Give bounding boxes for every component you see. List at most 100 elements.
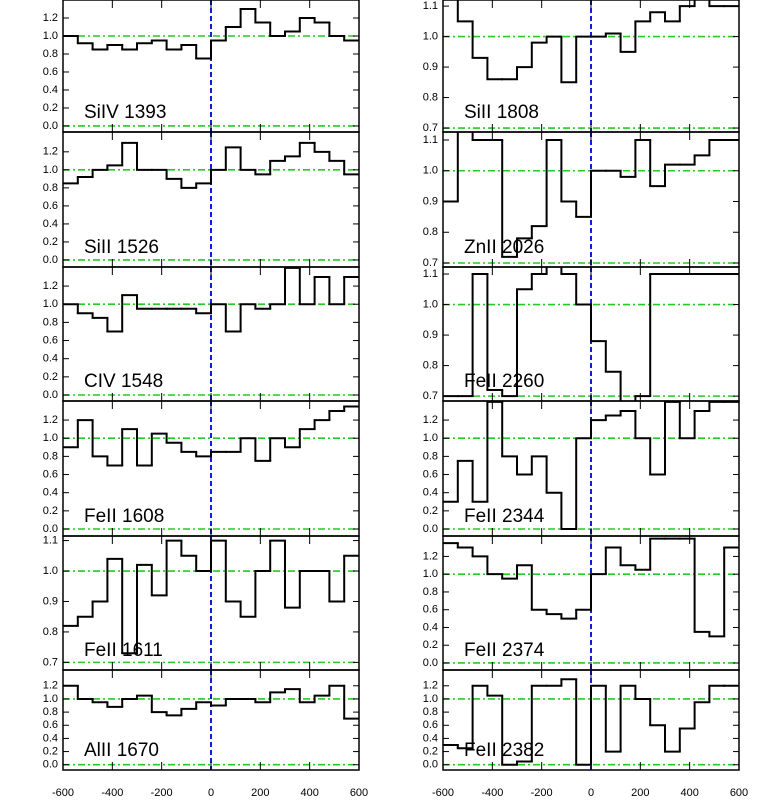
y-tick-label: 0.6 — [43, 468, 58, 480]
y-tick-label: 0.0 — [43, 254, 58, 266]
line-label: FeII 2260 — [464, 371, 544, 392]
x-tick-label: 0 — [208, 787, 214, 799]
y-tick-label: 0.2 — [423, 639, 438, 651]
y-tick-label: 1.0 — [43, 164, 58, 176]
y-tick-label: 0.2 — [423, 745, 438, 757]
y-tick-label: 1.0 — [423, 298, 438, 310]
y-tick-label: 0.4 — [43, 353, 58, 365]
y-tick-label: 0.0 — [423, 523, 438, 535]
x-tick-label: -400 — [481, 787, 503, 799]
y-tick-label: 0.0 — [43, 759, 58, 771]
y-tick-label: 1.1 — [423, 0, 438, 12]
y-tick-label: 0.0 — [43, 120, 58, 132]
y-tick-label: 0.7 — [423, 390, 438, 402]
y-tick-label: 0.8 — [43, 450, 58, 462]
x-tick-label: 200 — [251, 787, 269, 799]
y-tick-label: 0.2 — [43, 371, 58, 383]
y-tick-label: 1.2 — [43, 146, 58, 158]
y-tick-label: 0.9 — [423, 329, 438, 341]
y-tick-label: 0.8 — [43, 706, 58, 718]
y-tick-label: 0.8 — [43, 48, 58, 60]
y-tick-label: 1.0 — [43, 432, 58, 444]
line-label: SiIV 1393 — [84, 102, 166, 123]
x-tick-label: -200 — [531, 787, 553, 799]
y-tick-label: 0.2 — [423, 505, 438, 517]
y-tick-label: 0.8 — [43, 626, 58, 638]
y-tick-label: 1.1 — [423, 134, 438, 146]
line-label: FeII 1611 — [84, 640, 163, 661]
y-tick-label: 0.6 — [43, 66, 58, 78]
y-tick-label: 0.0 — [423, 759, 438, 771]
y-tick-label: 0.6 — [43, 719, 58, 731]
y-tick-label: 0.8 — [423, 706, 438, 718]
y-tick-label: 0.4 — [43, 732, 58, 744]
y-tick-label: 0.8 — [43, 316, 58, 328]
y-tick-label: 0.2 — [43, 236, 58, 248]
y-tick-label: 1.0 — [423, 693, 438, 705]
y-tick-label: 0.8 — [423, 586, 438, 598]
y-tick-label: 0.2 — [43, 102, 58, 114]
y-tick-label: 1.0 — [43, 565, 58, 577]
line-label: SiII 1526 — [84, 237, 159, 258]
y-tick-label: 0.4 — [423, 487, 438, 499]
y-tick-label: 1.2 — [423, 680, 438, 692]
x-tick-label: 600 — [350, 787, 368, 799]
line-label: AlII 1670 — [84, 740, 159, 761]
line-label: FeII 1608 — [84, 506, 164, 527]
y-tick-label: 0.0 — [43, 389, 58, 401]
y-tick-label: 1.0 — [423, 30, 438, 42]
y-tick-label: 0.4 — [423, 732, 438, 744]
x-tick-label: -200 — [151, 787, 173, 799]
y-tick-label: 0.8 — [423, 359, 438, 371]
y-tick-label: 0.6 — [423, 604, 438, 616]
y-tick-label: 0.7 — [423, 257, 438, 269]
line-label: CIV 1548 — [84, 371, 163, 392]
y-tick-label: 0.0 — [423, 657, 438, 669]
y-tick-label: 0.8 — [423, 226, 438, 238]
x-tick-label: 200 — [631, 787, 649, 799]
panel — [63, 132, 359, 267]
x-tick-label: -600 — [432, 787, 454, 799]
y-tick-label: 0.8 — [43, 182, 58, 194]
line-label: FeII 2382 — [464, 740, 544, 761]
line-label: ZnII 2026 — [464, 237, 544, 258]
y-tick-label: 1.0 — [423, 165, 438, 177]
y-tick-label: 1.0 — [43, 693, 58, 705]
x-tick-label: 400 — [680, 787, 698, 799]
y-tick-label: 0.2 — [43, 505, 58, 517]
line-label: FeII 2374 — [464, 640, 545, 661]
x-tick-label: 400 — [300, 787, 318, 799]
x-tick-label: -400 — [101, 787, 123, 799]
y-tick-label: 1.1 — [423, 268, 438, 280]
y-tick-label: 0.9 — [43, 595, 58, 607]
y-tick-label: 0.4 — [423, 621, 438, 633]
y-tick-label: 0.7 — [43, 656, 58, 668]
y-tick-label: 1.1 — [43, 534, 58, 546]
y-tick-label: 1.0 — [423, 432, 438, 444]
panel — [443, 670, 739, 770]
y-tick-label: 1.2 — [43, 680, 58, 692]
y-tick-label: 0.9 — [423, 195, 438, 207]
x-tick-label: -600 — [52, 787, 74, 799]
y-tick-label: 1.2 — [423, 550, 438, 562]
y-tick-label: 0.4 — [43, 218, 58, 230]
y-tick-label: 0.2 — [43, 745, 58, 757]
y-tick-label: 0.8 — [423, 450, 438, 462]
y-tick-label: 0.6 — [423, 468, 438, 480]
x-tick-label: 600 — [730, 787, 748, 799]
y-tick-label: 0.6 — [43, 334, 58, 346]
y-tick-label: 0.6 — [43, 200, 58, 212]
y-tick-label: 0.6 — [423, 719, 438, 731]
y-tick-label: 1.0 — [43, 30, 58, 42]
x-tick-label: 0 — [588, 787, 594, 799]
y-tick-label: 0.7 — [423, 122, 438, 134]
line-label: SiII 1808 — [464, 102, 539, 123]
y-tick-label: 1.2 — [43, 280, 58, 292]
y-tick-label: 0.8 — [423, 91, 438, 103]
panel — [63, 536, 359, 670]
y-tick-label: 1.2 — [423, 414, 438, 426]
y-tick-label: 0.9 — [423, 61, 438, 73]
y-tick-label: 1.0 — [43, 298, 58, 310]
line-label: FeII 2344 — [464, 506, 545, 527]
y-tick-label: 0.4 — [43, 84, 58, 96]
